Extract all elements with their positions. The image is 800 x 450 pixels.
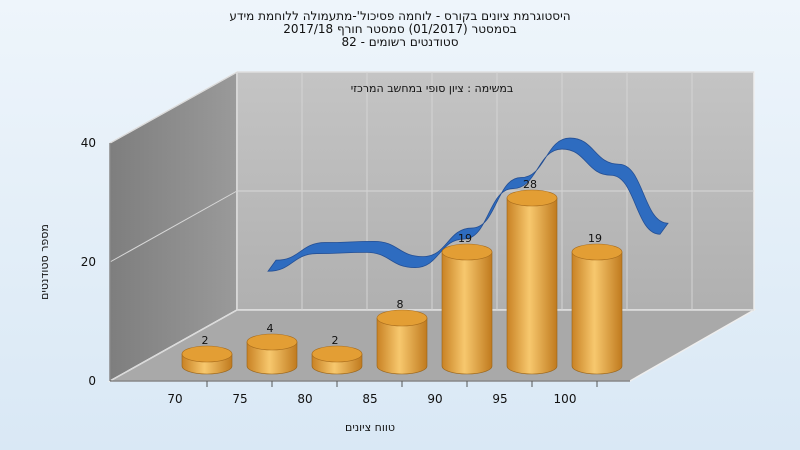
bar-value-label: 19 — [458, 232, 472, 245]
bar-body — [441, 251, 493, 375]
bar-body — [506, 197, 558, 375]
bar-top — [311, 345, 363, 363]
bar — [376, 309, 428, 375]
chart-subtitle: במשימה : ציון סופי במחשב המרכזי — [351, 82, 514, 95]
y-tick-label: 40 — [81, 136, 96, 150]
bar — [181, 345, 233, 375]
bar-value-label: 4 — [267, 322, 274, 335]
x-axis-label: טווח ציונים — [345, 421, 395, 434]
chart-title: היסטוגרמת ציונים בקורס - לוחמה פסיכול'-מ… — [0, 10, 800, 49]
y-tick-label: 20 — [81, 255, 96, 269]
grid-line-side — [109, 190, 238, 263]
chart-title-line-1: היסטוגרמת ציונים בקורס - לוחמה פסיכול'-מ… — [229, 9, 571, 23]
bar-value-label: 19 — [588, 232, 602, 245]
bar-body — [246, 341, 298, 375]
bar-top — [506, 189, 558, 207]
bar-top — [246, 333, 298, 351]
y-axis-label: מספר סטודנטים — [38, 224, 51, 300]
bar-body — [376, 317, 428, 375]
bar-top — [181, 345, 233, 363]
x-tick-label: 95 — [492, 392, 507, 406]
bar — [441, 243, 493, 375]
bar-value-label: 28 — [523, 178, 537, 191]
chart-title-line-2: בסמסטר (01/2017) סמסטר חורף 2017/18 — [283, 22, 517, 36]
grid-line-side — [109, 71, 238, 144]
bar — [311, 345, 363, 375]
bar-value-label: 8 — [397, 298, 404, 311]
bar — [246, 333, 298, 375]
x-tick-label: 80 — [297, 392, 312, 406]
bar-value-label: 2 — [332, 334, 339, 347]
bar-top — [571, 243, 623, 261]
bar-body — [571, 251, 623, 375]
x-tick-label: 100 — [554, 392, 577, 406]
chart-title-line-3: סטודנטים רשומים - 82 — [341, 35, 459, 49]
x-tick-label: 75 — [232, 392, 247, 406]
x-tick-label: 70 — [167, 392, 182, 406]
y-tick-label: 0 — [88, 374, 96, 388]
x-tick-label: 85 — [362, 392, 377, 406]
bar-top — [376, 309, 428, 327]
bar — [571, 243, 623, 375]
trend-ribbon — [267, 137, 669, 272]
x-tick-label: 90 — [427, 392, 442, 406]
bar — [506, 189, 558, 375]
bar-value-label: 2 — [202, 334, 209, 347]
grid-line-side — [109, 309, 238, 382]
bar-top — [441, 243, 493, 261]
